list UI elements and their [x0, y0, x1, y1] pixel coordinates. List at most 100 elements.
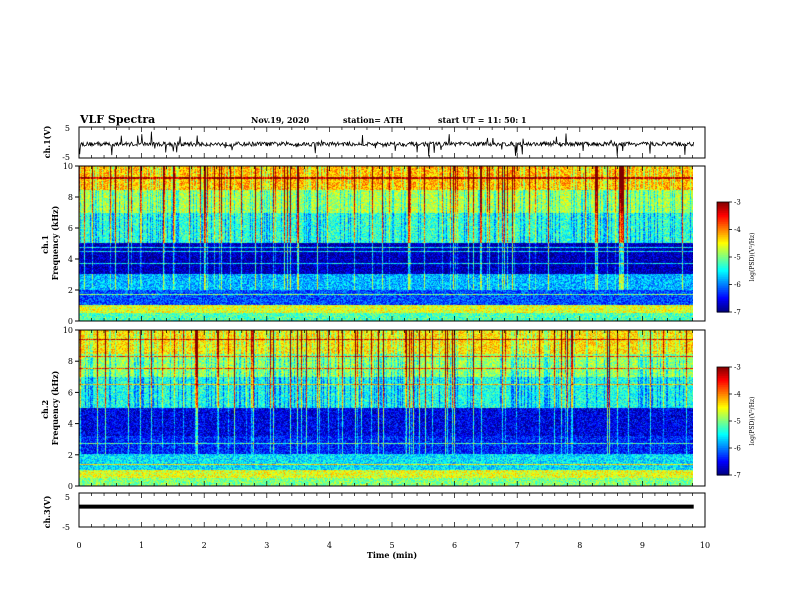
colorbar-segment	[717, 406, 729, 409]
colorbar-segment	[717, 453, 729, 456]
colorbar-segment	[717, 471, 729, 474]
ch2-colorbar: -3 -4 -5 -6 -7 log(PSD)(V²/Hz)	[716, 364, 756, 480]
colorbar-segment	[717, 235, 729, 238]
colorbar-segment	[717, 422, 729, 426]
colorbar-tick-label: -5	[734, 418, 741, 426]
colorbar-segment	[717, 372, 729, 375]
ch1-colorbar: -3 -4 -5 -6 -7 log(PSD)(V²/Hz)	[716, 199, 756, 317]
ch1-spectrogram-ytick-label: 6	[68, 224, 73, 233]
time-axis: 0 1 2 3 4 5 6 7 8 9 10	[76, 541, 710, 550]
colorbar-segment	[717, 246, 729, 249]
colorbar-segment	[717, 419, 729, 422]
colorbar-segment	[717, 430, 729, 433]
colorbar-segment	[717, 231, 729, 234]
ch1-waveform-panel: 5 -5 ch.1(V)	[42, 124, 706, 162]
colorbar-label: log(PSD)(V²/Hz)	[749, 233, 756, 282]
colorbar-segment	[717, 280, 729, 284]
colorbar-segment	[717, 431, 729, 435]
colorbar-segment	[717, 449, 729, 453]
colorbar-segment	[717, 262, 729, 265]
ch1-spectrogram-ytick-label: 4	[68, 255, 73, 264]
start-time-label: start UT = 11: 50: 1	[438, 115, 527, 125]
colorbar-segment	[717, 458, 729, 462]
ch2-spectrogram-ytick-label: 6	[68, 388, 73, 397]
colorbar-tick-label: -7	[734, 309, 741, 317]
colorbar-segment	[717, 207, 729, 210]
colorbar-segment	[717, 236, 729, 240]
colorbar-segment	[717, 227, 729, 231]
colorbar-tick-label: -5	[734, 254, 741, 262]
x-tick-label: 5	[389, 541, 394, 550]
ch1-waveform-ylabel: ch.1(V)	[42, 125, 52, 158]
colorbar-segment	[717, 291, 729, 295]
colorbar-segment	[717, 247, 729, 251]
chart-title: VLF Spectra	[79, 113, 155, 126]
colorbar-segment	[717, 279, 729, 282]
time-tick-marks	[78, 127, 706, 527]
ch2-spectrogram-panel: 0 2 4 6 8 10 ch.2 Frequency (kHz) -3 -4 -5 -6 -7 l…	[40, 326, 756, 491]
colorbar-segment	[717, 410, 729, 413]
colorbar-segment	[717, 415, 729, 418]
colorbar-segment	[717, 466, 729, 469]
colorbar-segment	[717, 293, 729, 297]
x-tick-label: 8	[577, 541, 582, 550]
colorbar-segment	[717, 446, 729, 449]
colorbar-segment	[717, 370, 729, 373]
colorbar-segment	[717, 205, 729, 209]
colorbar-segment	[717, 455, 729, 458]
colorbar-label: log(PSD)(V²/Hz)	[749, 397, 756, 446]
time-axis-label: Time (min)	[367, 550, 417, 560]
colorbar-segment	[717, 284, 729, 287]
colorbar-segment	[717, 388, 729, 391]
ch3-ytick-bottom: -5	[62, 523, 70, 532]
colorbar-segment	[717, 229, 729, 232]
colorbar-segment	[717, 218, 729, 221]
colorbar-segment	[717, 440, 729, 444]
x-tick-label: 0	[76, 541, 81, 550]
colorbar-segment	[717, 413, 729, 417]
colorbar-segment	[717, 211, 729, 214]
colorbar-segment	[717, 417, 729, 420]
ch2-spectrogram-image	[79, 330, 693, 486]
colorbar-segment	[717, 286, 729, 289]
colorbar-segment	[717, 395, 729, 399]
ch2-spectrogram-ytick-label: 0	[68, 482, 73, 491]
x-tick-label: 3	[264, 541, 269, 550]
colorbar-segment	[717, 258, 729, 262]
ch2-ylabel-line1: ch.2	[40, 400, 50, 419]
colorbar-tick-label: -6	[734, 281, 741, 289]
ch2-spectrogram-ytick-label: 8	[68, 357, 73, 366]
ch1-spectrogram-ytick-label: 8	[68, 193, 73, 202]
colorbar-segment	[717, 238, 729, 242]
ch1-spectrogram-ytick-label: 10	[63, 162, 73, 171]
colorbar-segment	[717, 253, 729, 256]
colorbar-tick-label: -4	[734, 226, 741, 234]
colorbar-tick-label: -6	[734, 445, 741, 453]
colorbar-segment	[717, 216, 729, 220]
colorbar-segment	[717, 467, 729, 471]
ch1-spectrogram-ytick-label: 2	[68, 286, 73, 295]
colorbar-segment	[717, 390, 729, 393]
ch2-channel-label: ch.2 Frequency (kHz)	[40, 370, 60, 445]
colorbar-segment	[717, 381, 729, 384]
colorbar-segment	[717, 460, 729, 463]
colorbar-segment	[717, 244, 729, 247]
ch2-spectrogram-ytick-label: 2	[68, 451, 73, 460]
colorbar-segment	[717, 374, 729, 377]
colorbar-segment	[717, 301, 729, 304]
colorbar-tick-label: -7	[734, 472, 741, 480]
colorbar-segment	[717, 233, 729, 236]
colorbar-segment	[717, 306, 729, 309]
colorbar-segment	[717, 251, 729, 254]
colorbar-segment	[717, 424, 729, 427]
colorbar-segment	[717, 464, 729, 467]
colorbar-segment	[717, 428, 729, 431]
colorbar-segment	[717, 268, 729, 271]
colorbar-segment	[717, 304, 729, 308]
colorbar-segment	[717, 257, 729, 260]
ch1-spectrogram-ytick-label: 0	[68, 317, 73, 326]
ch2-spectrogram-ytick-label: 10	[63, 326, 73, 335]
colorbar-segment	[717, 448, 729, 451]
colorbar-segment	[717, 260, 729, 264]
